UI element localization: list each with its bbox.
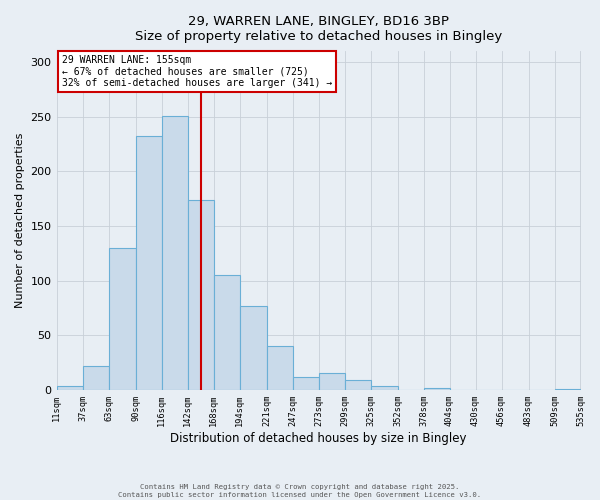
Bar — [371, 386, 398, 390]
X-axis label: Distribution of detached houses by size in Bingley: Distribution of detached houses by size … — [170, 432, 467, 445]
Bar — [136, 136, 161, 390]
Bar — [239, 306, 266, 390]
Bar — [293, 377, 319, 390]
Text: 29 WARREN LANE: 155sqm
← 67% of detached houses are smaller (725)
32% of semi-de: 29 WARREN LANE: 155sqm ← 67% of detached… — [62, 54, 332, 88]
Bar — [344, 380, 371, 390]
Bar — [109, 248, 136, 390]
Bar — [554, 389, 580, 390]
Bar — [188, 200, 214, 390]
Bar — [266, 346, 293, 390]
Bar — [319, 372, 344, 390]
Text: Contains HM Land Registry data © Crown copyright and database right 2025.
Contai: Contains HM Land Registry data © Crown c… — [118, 484, 482, 498]
Y-axis label: Number of detached properties: Number of detached properties — [15, 133, 25, 308]
Title: 29, WARREN LANE, BINGLEY, BD16 3BP
Size of property relative to detached houses : 29, WARREN LANE, BINGLEY, BD16 3BP Size … — [135, 15, 502, 43]
Bar — [214, 276, 239, 390]
Bar — [424, 388, 449, 390]
Bar — [56, 386, 83, 390]
Bar — [83, 366, 109, 390]
Bar — [161, 116, 188, 390]
